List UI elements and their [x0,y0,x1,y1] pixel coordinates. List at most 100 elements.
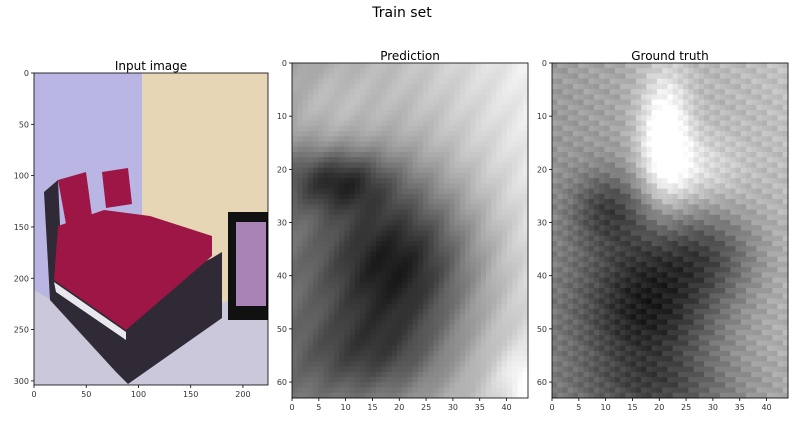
heatmap-cell [557,209,563,216]
heatmap-cell [651,162,658,169]
heatmap-cell [772,115,778,121]
heatmap-cell [567,267,574,273]
heatmap-cell [578,214,584,221]
heatmap-cell [386,110,393,116]
heatmap-cell [491,303,497,310]
heatmap-cell [454,162,461,169]
heatmap-cell [480,350,487,357]
heatmap-cell [470,261,476,268]
heatmap-cell [698,178,705,184]
heatmap-cell [782,115,789,121]
heatmap-cell [486,324,492,331]
heatmap-cell [375,136,382,142]
heatmap-cell [625,220,632,226]
heatmap-cell [688,288,694,294]
heatmap-cell [562,293,569,299]
heatmap-cell [444,366,450,373]
heatmap-cell [646,230,653,237]
heatmap-cell [328,288,335,294]
heatmap-cell [349,83,356,90]
heatmap-cell [552,188,558,195]
heatmap-cell [714,99,721,106]
heatmap-cell [609,188,616,195]
heatmap-cell [578,89,584,95]
heatmap-cell [583,188,590,195]
heatmap-cell [365,136,372,142]
heatmap-cell [683,288,689,294]
heatmap-cell [438,199,445,205]
heatmap-cell [756,193,763,200]
heatmap-cell [662,104,668,111]
heatmap-cell [412,309,419,315]
heatmap-cell [767,99,773,106]
heatmap-cell [609,209,616,216]
heatmap-cell [360,89,366,95]
heatmap-cell [465,99,471,106]
heatmap-cell [651,277,658,284]
heatmap-cell [438,298,445,305]
heatmap-cell [578,183,584,190]
heatmap-cell [751,225,757,231]
heatmap-cell [719,68,726,74]
heatmap-cell [557,131,563,137]
heatmap-cell [323,141,330,148]
heatmap-cell [599,235,605,242]
heatmap-cell [501,89,508,95]
heatmap-cell [475,272,482,279]
heatmap-cell [522,293,529,299]
heatmap-cell [588,230,595,237]
heatmap-cell [662,157,668,163]
heatmap-cell [344,324,351,331]
heatmap-cell [312,309,319,315]
heatmap-cell [465,225,471,231]
heatmap-cell [360,377,366,383]
heatmap-cell [507,277,513,284]
heatmap-cell [407,162,414,169]
heatmap-cell [507,303,513,310]
heatmap-cell [402,361,408,367]
heatmap-cell [391,240,398,247]
heatmap-cell [417,272,424,279]
heatmap-cell [740,288,747,294]
heatmap-cell [567,193,574,200]
heatmap-cell [677,214,684,221]
heatmap-cell [391,272,398,279]
heatmap-cell [428,209,434,216]
heatmap-cell [501,125,508,132]
heatmap-cell [756,282,763,289]
heatmap-cell [751,288,757,294]
heatmap-cell [667,240,674,247]
heatmap-cell [557,68,563,74]
heatmap-cell [396,225,403,231]
heatmap-cell [507,199,513,205]
heatmap-cell [625,240,632,247]
heatmap-cell [386,83,393,90]
heatmap-cell [583,230,590,237]
heatmap-cell [486,162,492,169]
heatmap-cell [438,83,445,90]
heatmap-cell [449,183,455,190]
heatmap-cell [396,131,403,137]
heatmap-cell [491,392,497,399]
heatmap-cell [402,73,408,80]
heatmap-cell [651,167,658,174]
heatmap-cell [417,319,424,326]
heatmap-cell [614,136,621,142]
heatmap-cell [593,272,600,279]
heatmap-cell [614,240,621,247]
heatmap-cell [725,157,731,163]
heatmap-cell [444,125,450,132]
heatmap-cell [292,178,298,184]
heatmap-cell [375,68,382,74]
heatmap-cell [688,99,694,106]
heatmap-cell [512,125,518,132]
heatmap-cell [297,115,303,121]
heatmap-cell [323,83,330,90]
heatmap-cell [318,235,324,242]
heatmap-cell [297,361,303,367]
heatmap-cell [620,235,626,242]
heatmap-cell [396,146,403,153]
heatmap-cell [444,319,450,326]
heatmap-cell [349,110,356,116]
heatmap-cell [297,371,303,378]
